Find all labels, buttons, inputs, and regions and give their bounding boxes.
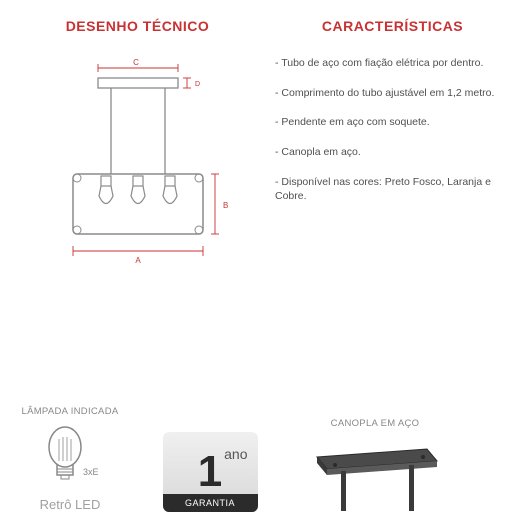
bottom-section: LÂMPADA INDICADA 3xE27 Retrô LED 1 ano G… [20,406,510,512]
dim-d-label: D [195,81,200,88]
warranty-number: 1 [198,452,222,492]
feature-item: - Pendente em aço com soquete. [275,115,510,130]
bulb-icon: 3xE27 [43,425,98,495]
characteristics-column: CARACTERÍSTICAS - Tubo de aço com fiação… [275,18,510,266]
bulb-name: Retrô LED [40,497,101,512]
dim-b-label: B [223,201,228,210]
top-section: DESENHO TÉCNICO [20,18,510,266]
tech-drawing-diagram: C D B [43,56,233,266]
feature-item: - Tubo de aço com fiação elétrica por de… [275,56,510,71]
dim-c-label: C [133,58,139,67]
characteristics-heading: CARACTERÍSTICAS [275,18,510,34]
dim-a-label: A [135,256,141,265]
tech-drawing-heading: DESENHO TÉCNICO [20,18,255,34]
warranty-block: 1 ano GARANTIA [155,432,265,512]
bulb-label: LÂMPADA INDICADA [21,406,118,417]
canopla-icon [305,437,445,512]
feature-item: - Comprimento do tubo ajustável em 1,2 m… [275,86,510,101]
bulb-block: LÂMPADA INDICADA 3xE27 Retrô LED [20,406,120,512]
canopla-block: CANOPLA EM AÇO [300,418,450,512]
feature-item: - Canopla em aço. [275,145,510,160]
warranty-band: GARANTIA [163,494,258,512]
svg-text:3xE27: 3xE27 [83,467,98,477]
tech-drawing-column: DESENHO TÉCNICO [20,18,255,266]
warranty-unit: ano [224,446,247,462]
warranty-badge: 1 ano GARANTIA [163,432,258,512]
feature-list: - Tubo de aço com fiação elétrica por de… [275,56,510,204]
canopla-label: CANOPLA EM AÇO [331,418,420,429]
feature-item: - Disponível nas cores: Preto Fosco, Lar… [275,175,510,204]
